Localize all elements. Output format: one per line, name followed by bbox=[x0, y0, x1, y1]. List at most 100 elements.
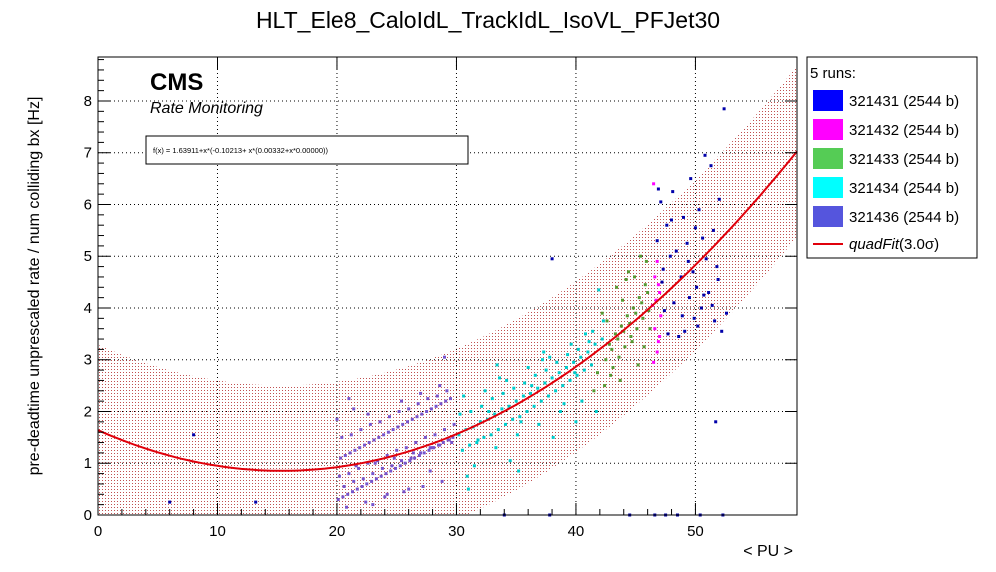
data-point bbox=[582, 368, 586, 372]
data-point bbox=[388, 415, 391, 419]
data-point bbox=[341, 495, 345, 499]
data-point bbox=[390, 464, 394, 468]
data-point bbox=[539, 399, 543, 403]
fit-formula: f(x) = 1.63911+x*(-0.10213+ x*(0.00332+x… bbox=[153, 146, 328, 155]
data-point bbox=[621, 298, 624, 302]
data-point bbox=[689, 177, 693, 181]
data-point bbox=[683, 329, 687, 333]
legend-swatch bbox=[813, 177, 843, 198]
data-point bbox=[616, 337, 620, 341]
data-point bbox=[691, 270, 695, 274]
data-point bbox=[422, 451, 426, 455]
data-point bbox=[425, 410, 429, 413]
data-point bbox=[619, 324, 623, 328]
data-point bbox=[440, 479, 444, 483]
y-tick-label: 7 bbox=[84, 145, 92, 162]
y-tick-label: 2 bbox=[84, 403, 92, 420]
data-point bbox=[591, 329, 595, 333]
data-point bbox=[618, 378, 622, 382]
data-point bbox=[391, 428, 395, 432]
data-point bbox=[596, 371, 599, 375]
data-point bbox=[677, 335, 681, 338]
data-point bbox=[532, 404, 536, 408]
data-point bbox=[600, 337, 604, 341]
data-point bbox=[642, 345, 646, 349]
data-point bbox=[407, 487, 411, 491]
data-point bbox=[568, 378, 572, 382]
data-point bbox=[410, 417, 414, 421]
x-axis-label: < PU > bbox=[743, 543, 793, 560]
fit-line bbox=[97, 150, 798, 472]
data-point bbox=[460, 448, 464, 452]
data-point bbox=[398, 464, 402, 468]
data-point bbox=[701, 236, 705, 240]
data-point bbox=[604, 358, 608, 362]
data-point bbox=[449, 397, 452, 401]
data-point bbox=[593, 342, 597, 346]
data-point bbox=[370, 479, 374, 483]
data-point bbox=[628, 322, 632, 325]
data-point bbox=[476, 438, 480, 442]
data-point bbox=[343, 454, 347, 457]
data-point bbox=[603, 384, 607, 388]
band-area bbox=[98, 66, 797, 515]
data-point bbox=[394, 466, 397, 470]
data-point bbox=[572, 360, 576, 364]
data-point bbox=[429, 407, 433, 411]
fit-curve bbox=[97, 150, 798, 472]
legend-fit-sigma: (3.0σ) bbox=[899, 236, 939, 253]
data-point bbox=[607, 342, 611, 346]
data-point bbox=[668, 254, 672, 258]
data-point bbox=[646, 291, 650, 294]
data-point bbox=[414, 441, 418, 444]
data-point bbox=[351, 490, 354, 494]
data-point bbox=[348, 451, 352, 455]
data-point bbox=[655, 259, 659, 263]
y-tick-label: 5 bbox=[84, 248, 92, 265]
data-point bbox=[544, 368, 548, 372]
data-point bbox=[542, 350, 546, 354]
data-point bbox=[703, 153, 707, 157]
data-point bbox=[661, 267, 665, 271]
data-point bbox=[428, 469, 432, 473]
legend-label: 321436 (2544 b) bbox=[849, 209, 959, 226]
data-point bbox=[346, 492, 350, 496]
data-point bbox=[639, 254, 642, 258]
data-point bbox=[653, 327, 657, 331]
data-point bbox=[383, 495, 387, 499]
fit-formula-box bbox=[145, 135, 469, 165]
data-point bbox=[600, 311, 604, 315]
data-point bbox=[558, 410, 562, 413]
data-point bbox=[686, 259, 690, 263]
legend-swatch bbox=[813, 90, 843, 111]
y-axis-label: pre-deadtime unprescaled rate / num coll… bbox=[26, 97, 43, 476]
data-point bbox=[722, 107, 726, 111]
data-point bbox=[505, 378, 509, 382]
x-tick-label: 50 bbox=[687, 523, 704, 540]
data-point bbox=[697, 208, 701, 212]
data-point bbox=[482, 435, 486, 439]
data-point bbox=[444, 399, 448, 403]
data-point bbox=[385, 454, 389, 457]
data-point bbox=[404, 446, 408, 450]
data-point bbox=[457, 433, 461, 437]
data-point bbox=[584, 332, 587, 336]
data-point bbox=[494, 446, 498, 450]
x-tick-label: 40 bbox=[568, 523, 585, 540]
legend-swatch bbox=[813, 206, 843, 227]
data-point bbox=[416, 402, 420, 406]
legend-label: 321431 (2544 b) bbox=[849, 93, 959, 110]
data-point bbox=[397, 410, 401, 413]
data-point bbox=[450, 441, 454, 444]
data-point bbox=[411, 451, 415, 455]
data-point bbox=[443, 428, 446, 432]
data-point bbox=[371, 503, 375, 507]
data-point bbox=[518, 415, 522, 419]
data-point bbox=[521, 394, 525, 398]
data-point bbox=[550, 376, 554, 380]
data-point bbox=[478, 420, 482, 424]
data-point bbox=[682, 215, 685, 219]
data-point bbox=[555, 360, 559, 364]
x-axis-ticks: 0 10 20 30 40 50 bbox=[94, 57, 704, 540]
data-point bbox=[641, 316, 645, 320]
